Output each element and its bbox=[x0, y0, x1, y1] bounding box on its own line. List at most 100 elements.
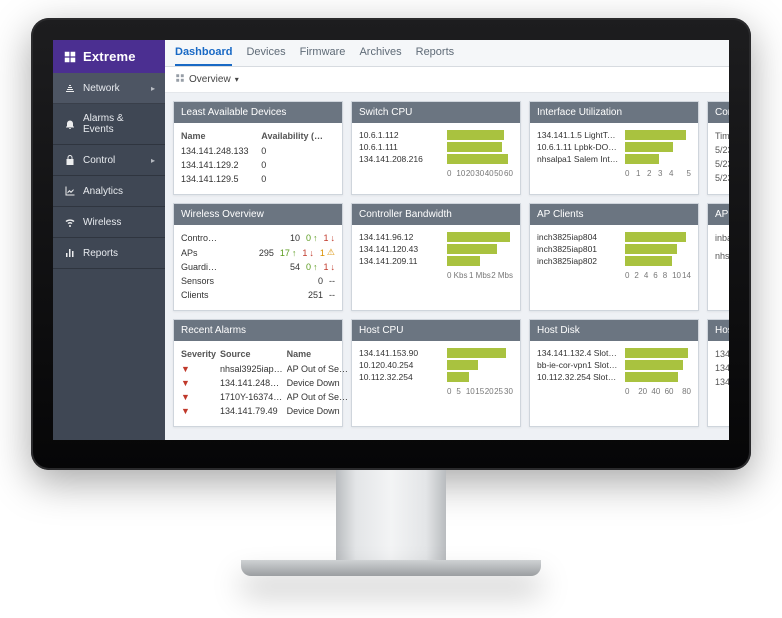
monitor-stand-base bbox=[241, 560, 541, 576]
tab-devices[interactable]: Devices bbox=[246, 46, 285, 66]
table-cell: 1710Y-16374… bbox=[220, 390, 287, 404]
card-stub-2: AP I inba nhs bbox=[707, 203, 729, 311]
table-cell: 0 bbox=[261, 158, 335, 172]
stub-row: inba bbox=[715, 231, 729, 245]
card-interface-utilization: Interface Utilization 134.141.1.5 LightTo… bbox=[529, 101, 699, 195]
card-host-cpu: Host CPU134.141.153.9010.120.40.25410.11… bbox=[351, 319, 521, 427]
wireless-value: 0 bbox=[297, 276, 323, 286]
sidebar-item-wireless[interactable]: Wireless bbox=[53, 207, 165, 238]
overview-icon bbox=[175, 73, 185, 86]
bar-fill bbox=[447, 232, 510, 242]
bar-fill bbox=[625, 348, 688, 358]
bar-fill bbox=[625, 232, 686, 242]
wireless-row: Contro…100 ↑1 ↓ bbox=[181, 231, 335, 245]
bar-track bbox=[447, 348, 513, 358]
bar-label: 134.141.132.4 Slot-1 Man bbox=[537, 348, 619, 358]
sidebar-item-analytics[interactable]: Analytics bbox=[53, 176, 165, 207]
tab-dashboard[interactable]: Dashboard bbox=[175, 46, 232, 66]
bar-row: 134.141.96.12 bbox=[359, 231, 513, 243]
bar-fill bbox=[447, 244, 497, 254]
bar-track bbox=[625, 348, 691, 358]
bar-row: 10.112.32.254 Slot-1 Man bbox=[537, 371, 691, 383]
bar-axis: 051015202530 bbox=[359, 387, 513, 396]
monitor-frame: Extreme Network▸Alarms & EventsControl▸A… bbox=[31, 18, 751, 576]
bar-label: 10.112.32.254 bbox=[359, 372, 441, 382]
bar-label: 10.112.32.254 Slot-1 Man bbox=[537, 372, 619, 382]
bar-label: bb-ie-cor-vpn1 Slot-1 Ma bbox=[537, 360, 619, 370]
table-cell: 0 bbox=[261, 144, 335, 158]
card-header: Wireless Overview bbox=[174, 204, 342, 225]
card-body: SeveritySourceName▼nhsal3925iap…AP Out o… bbox=[174, 341, 342, 426]
arrow-up-icon: ↑ bbox=[292, 248, 297, 258]
arrow-up-icon: ↑ bbox=[313, 262, 318, 272]
card-header: Con bbox=[708, 102, 729, 123]
table-cell: AP Out of Se… bbox=[287, 362, 352, 376]
bar-label: 134.141.96.12 bbox=[359, 232, 441, 242]
reports-icon bbox=[63, 247, 77, 259]
table-cell: ▼ bbox=[181, 376, 220, 390]
card-header: Interface Utilization bbox=[530, 102, 698, 123]
wireless-name: Guardi… bbox=[181, 262, 268, 272]
bar-fill bbox=[625, 130, 686, 140]
wireless-name: Clients bbox=[181, 290, 291, 300]
card-body: 134.141.153.9010.120.40.25410.112.32.254… bbox=[352, 341, 520, 404]
table-row[interactable]: ▼134.141.79.49Device Down bbox=[181, 404, 352, 418]
sidebar-item-network[interactable]: Network▸ bbox=[53, 73, 165, 104]
bar-row: inch3825iap801 bbox=[537, 243, 691, 255]
table-cell: 134.141.248.133 bbox=[181, 144, 261, 158]
table-row[interactable]: ▼134.141.248…Device Down bbox=[181, 376, 352, 390]
subtab-label[interactable]: Overview bbox=[189, 74, 231, 85]
dash: -- bbox=[329, 276, 335, 286]
table-col: Availability (… bbox=[261, 129, 335, 144]
up-count: 0 ↑ bbox=[306, 262, 318, 272]
bar-track bbox=[625, 154, 691, 164]
stub-row: nhs bbox=[715, 249, 729, 263]
chevron-right-icon: ▸ bbox=[151, 84, 155, 93]
card-body: 10.6.1.11210.6.1.111134.141.208.21601020… bbox=[352, 123, 520, 186]
stub-row: 134. bbox=[715, 361, 729, 375]
sidebar-item-alarms-events[interactable]: Alarms & Events bbox=[53, 104, 165, 145]
wireless-name: APs bbox=[181, 248, 242, 258]
sidebar-item-control[interactable]: Control▸ bbox=[53, 145, 165, 176]
bar-label: inch3825iap804 bbox=[537, 232, 619, 242]
bar-row: 10.6.1.112 bbox=[359, 129, 513, 141]
tab-firmware[interactable]: Firmware bbox=[300, 46, 346, 66]
sidebar-item-reports[interactable]: Reports bbox=[53, 238, 165, 269]
table-row[interactable]: 134.141.129.50 bbox=[181, 172, 335, 186]
tab-archives[interactable]: Archives bbox=[359, 46, 401, 66]
bar-row: 10.112.32.254 bbox=[359, 371, 513, 383]
arrow-down-icon: ↓ bbox=[331, 233, 336, 243]
bar-track bbox=[447, 360, 513, 370]
card-header: Controller Bandwidth bbox=[352, 204, 520, 225]
card-host-disk: Host Disk134.141.132.4 Slot-1 Manbb-ie-c… bbox=[529, 319, 699, 427]
bar-label: 134.141.1.5 LightTower/7 bbox=[537, 130, 619, 140]
warning-icon: ⚠ bbox=[327, 247, 335, 258]
bar-track bbox=[447, 130, 513, 140]
card-body: Contro…100 ↑1 ↓APs29517 ↑1 ↓1 ⚠Guardi…54… bbox=[174, 225, 342, 310]
table-row[interactable]: ▼nhsal3925iap…AP Out of Se… bbox=[181, 362, 352, 376]
wireless-row: Guardi…540 ↑1 ↓ bbox=[181, 260, 335, 274]
wireless-name: Contro… bbox=[181, 233, 268, 243]
up-count: 0 ↑ bbox=[306, 233, 318, 243]
stub-row: 5/23/2 bbox=[715, 157, 729, 171]
wireless-name: Sensors bbox=[181, 276, 291, 286]
table-row[interactable]: ▼1710Y-16374…AP Out of Se… bbox=[181, 390, 352, 404]
card-header: AP I bbox=[708, 204, 729, 225]
table-cell: 134.141.129.2 bbox=[181, 158, 261, 172]
table-row[interactable]: 134.141.248.1330 bbox=[181, 144, 335, 158]
bar-track bbox=[625, 256, 691, 266]
bar-fill bbox=[447, 372, 469, 382]
card-body: 134.134.134. bbox=[708, 341, 729, 397]
card-wireless-overview: Wireless OverviewContro…100 ↑1 ↓APs29517… bbox=[173, 203, 343, 311]
tab-reports[interactable]: Reports bbox=[416, 46, 455, 66]
bar-row: 134.141.153.90 bbox=[359, 347, 513, 359]
card-header: Least Available Devices bbox=[174, 102, 342, 123]
bar-track bbox=[625, 142, 691, 152]
brand[interactable]: Extreme bbox=[53, 40, 165, 73]
bar-track bbox=[625, 130, 691, 140]
table-col: Name bbox=[287, 347, 352, 362]
wireless-row: Clients251-- bbox=[181, 288, 335, 302]
table-row[interactable]: 134.141.129.20 bbox=[181, 158, 335, 172]
sidebar-item-label: Reports bbox=[83, 248, 155, 259]
bar-track bbox=[625, 360, 691, 370]
